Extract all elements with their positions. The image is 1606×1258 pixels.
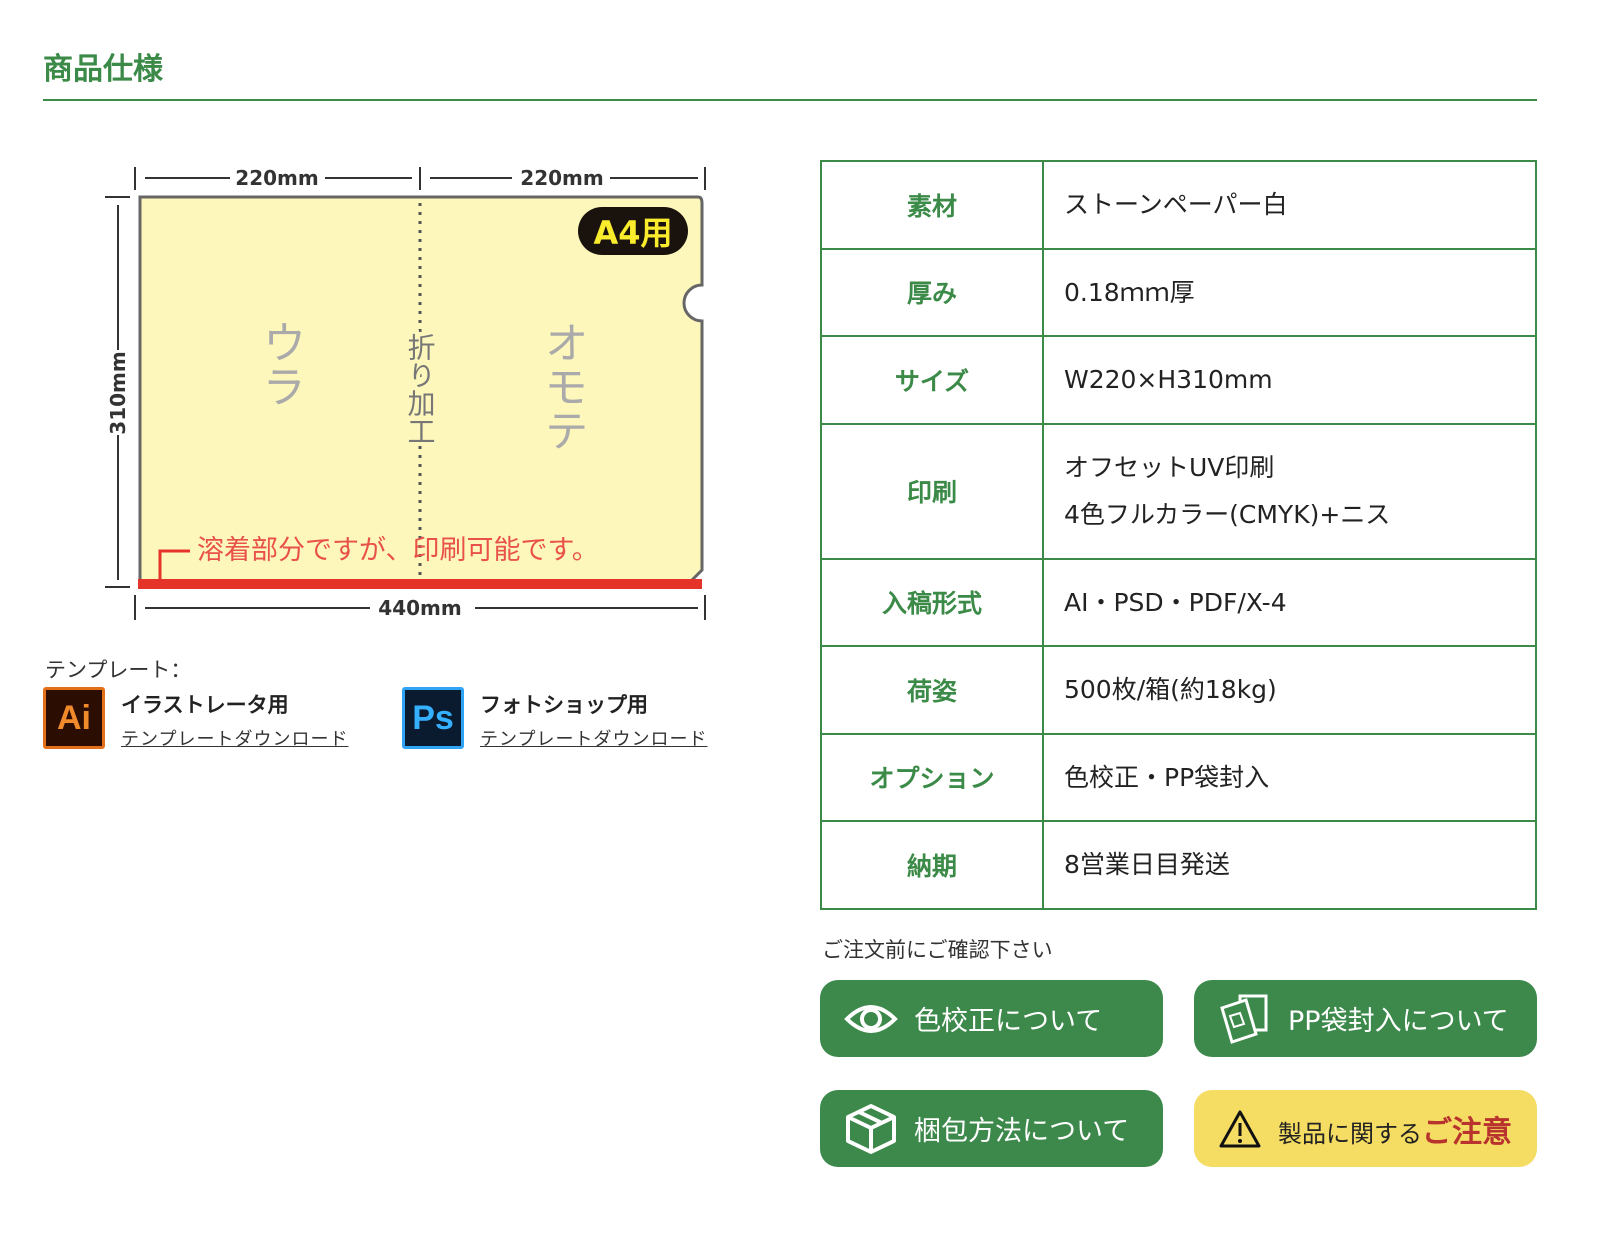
spec-value: 0.18ｍｍ厚	[1042, 247, 1537, 337]
template-label: テンプレート：	[45, 658, 192, 682]
total-width-label: 440mm	[378, 596, 461, 620]
documents-icon	[1220, 994, 1268, 1044]
confirm-note: ご注文前にご確認下さい	[822, 938, 1053, 962]
height-label: 310mm	[106, 351, 130, 434]
spec-label: 素材	[820, 160, 1044, 250]
illustrator-template: Ai イラストレータ用 テンプレートダウンロード	[43, 687, 348, 751]
spec-value: オフセットUV印刷 4色フルカラー(CMYK)+ニス	[1042, 422, 1537, 560]
spec-row: 厚み 0.18ｍｍ厚	[820, 247, 1537, 337]
button-label: 梱包方法について	[914, 1116, 1130, 1147]
spec-label: 納期	[820, 820, 1044, 910]
spec-row: 印刷 オフセットUV印刷 4色フルカラー(CMYK)+ニス	[820, 422, 1537, 560]
spec-label: 厚み	[820, 247, 1044, 337]
button-label: PP袋封入について	[1288, 1006, 1509, 1037]
color-proof-button[interactable]: 色校正について	[820, 980, 1163, 1057]
spec-row: オプション 色校正・PP袋封入	[820, 732, 1537, 822]
product-diagram: 220mm 220mm 310mm 440mm A4用 ウラ オモテ 折り加工 …	[105, 166, 706, 620]
pp-bag-button[interactable]: PP袋封入について	[1194, 980, 1537, 1057]
front-label: オモテ	[537, 320, 588, 452]
warning-icon	[1219, 1110, 1261, 1147]
spec-label: 入稿形式	[820, 557, 1044, 647]
spec-value: ストーンペーパー白	[1042, 160, 1537, 250]
caution-emphasis: ご注意	[1422, 1114, 1512, 1150]
width-right-label: 220mm	[520, 166, 603, 190]
back-label: ウラ	[255, 320, 306, 408]
spec-label: オプション	[820, 732, 1044, 822]
spec-value-line: AI・PSD・PDF/X-4	[1064, 587, 1287, 617]
spec-label: 荷姿	[820, 645, 1044, 735]
box-icon	[846, 1103, 896, 1154]
page-title: 商品仕様	[43, 52, 163, 87]
divider	[43, 99, 1537, 101]
spec-value: 500枚/箱(約18kg)	[1042, 645, 1537, 735]
button-label: 色校正について	[914, 1006, 1103, 1037]
spec-row: サイズ W220×H310mm	[820, 335, 1537, 425]
spec-value: 8営業日目発送	[1042, 820, 1537, 910]
spec-value: AI・PSD・PDF/X-4	[1042, 557, 1537, 647]
spec-label: 印刷	[820, 422, 1044, 560]
spec-value-line: 8営業日目発送	[1064, 850, 1230, 880]
spec-value-line: オフセットUV印刷	[1064, 453, 1275, 482]
illustrator-icon: Ai	[43, 687, 105, 749]
fold-label: 折り加工	[404, 333, 437, 445]
weld-note: 溶着部分ですが、印刷可能です。	[197, 535, 599, 566]
a4-badge: A4用	[593, 214, 672, 252]
spec-value-line: 0.18ｍｍ厚	[1064, 277, 1195, 307]
spec-value-line: 4色フルカラー(CMYK)+ニス	[1064, 500, 1391, 529]
caution-prefix: 製品に関する	[1278, 1119, 1422, 1148]
illustrator-download-link[interactable]: テンプレートダウンロード	[121, 729, 349, 750]
spec-row: 納期 8営業日目発送	[820, 820, 1537, 910]
spec-value-line: 500枚/箱(約18kg)	[1064, 675, 1277, 705]
caution-button[interactable]: 製品に関するご注意	[1194, 1090, 1537, 1167]
photoshop-template: Ps フォトショップ用 テンプレートダウンロード	[402, 687, 707, 751]
template-name: イラストレータ用	[121, 693, 289, 717]
packing-button[interactable]: 梱包方法について	[820, 1090, 1163, 1167]
spec-value: 色校正・PP袋封入	[1042, 732, 1537, 822]
spec-label: サイズ	[820, 335, 1044, 425]
spec-value: W220×H310mm	[1042, 335, 1537, 425]
spec-value-line: W220×H310mm	[1064, 365, 1273, 395]
template-name: フォトショップ用	[480, 693, 648, 717]
photoshop-icon: Ps	[402, 687, 464, 749]
spec-row: 入稿形式 AI・PSD・PDF/X-4	[820, 557, 1537, 647]
spec-row: 素材 ストーンペーパー白	[820, 160, 1537, 250]
spec-row: 荷姿 500枚/箱(約18kg)	[820, 645, 1537, 735]
spec-value-line: ストーンペーパー白	[1064, 190, 1288, 220]
spec-value-line: 色校正・PP袋封入	[1064, 762, 1270, 792]
eye-icon	[844, 1004, 898, 1033]
photoshop-download-link[interactable]: テンプレートダウンロード	[480, 729, 708, 750]
width-left-label: 220mm	[235, 166, 318, 190]
spec-table: 素材 ストーンペーパー白 厚み 0.18ｍｍ厚 サイズ W220×H310mm 印刷 オフセッ…	[820, 160, 1537, 910]
